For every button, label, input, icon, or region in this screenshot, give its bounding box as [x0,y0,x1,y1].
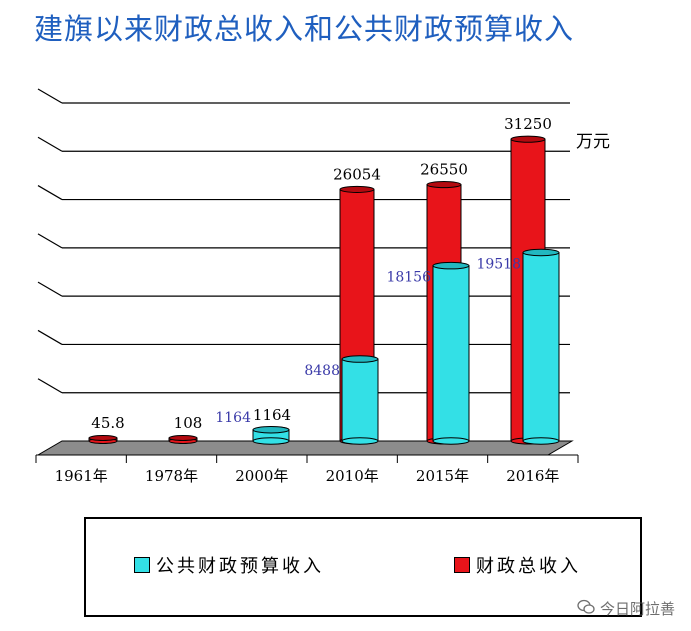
watermark-text: 今日阿拉善 [599,600,675,618]
total-revenue-data-label: 26054 [333,165,381,183]
chart-floor [36,440,574,456]
gridline-perspective [37,88,63,104]
public-budget-bar-cap [522,248,560,257]
public-budget-bar [341,358,379,442]
public-budget-data-label: 1164 [215,410,251,426]
total-revenue-bar-cap [88,434,118,442]
x-tick-label: 2015年 [416,467,469,485]
total-revenue-bar-cap [168,434,198,442]
x-tick-label: 2010年 [326,467,379,485]
total-revenue-data-label: 26550 [420,161,468,179]
gridline-perspective [37,329,63,345]
legend-swatch-cyan [134,557,150,573]
total-revenue-data-label: 108 [174,414,203,432]
watermark: 今日阿拉善 [577,598,675,619]
gridline-perspective [37,185,63,201]
legend: 公共财政预算收入 财政总收入 [84,517,642,617]
total-revenue-bar-cap [339,185,375,193]
legend-label-total-revenue: 财政总收入 [476,556,581,577]
legend-swatch-red [454,557,470,573]
legend-item-total-revenue: 财政总收入 [454,552,581,578]
public-budget-data-label: 18156 [386,270,431,286]
public-budget-bar-cap [341,355,379,363]
public-budget-bar-base [522,437,560,445]
x-tick-label: 1961年 [55,467,108,485]
total-revenue-data-label: 31250 [504,115,552,133]
chart-title: 建旗以来财政总收入和公共财政预算收入 [34,12,575,46]
legend-item-public-budget: 公共财政预算收入 [134,552,324,578]
x-tick-label: 2016年 [506,467,559,485]
public-budget-data-label: 8488 [304,363,340,379]
unit-label: 万元 [576,132,610,152]
gridline-perspective [37,136,63,152]
gridline-perspective [37,378,63,394]
x-tick-label: 2000年 [235,467,288,485]
public-budget-bar-base [341,437,379,445]
total-revenue-data-label: 1164 [253,406,291,424]
public-budget-bar-base [252,437,290,445]
bar-chart: 1961年 1978年 2000年 2010年 2015年 2016年 万元 45.8 108 1… [35,88,610,485]
x-tick-label: 1978年 [145,467,198,485]
total-revenue-bar-cap [426,181,462,189]
public-budget-bar [432,265,470,442]
public-budget-bar-cap [252,426,290,434]
public-budget-bar-base [432,437,470,445]
wechat-icon [577,599,595,619]
public-budget-bar [522,252,560,442]
gridline-perspective [37,233,63,249]
total-revenue-data-label: 45.8 [91,414,124,432]
public-budget-data-label: 19518 [476,257,521,273]
legend-label-public-budget: 公共财政预算收入 [156,556,324,577]
total-revenue-bar-cap [510,135,546,143]
gridline-perspective [37,281,63,297]
public-budget-bar-cap [432,261,470,270]
